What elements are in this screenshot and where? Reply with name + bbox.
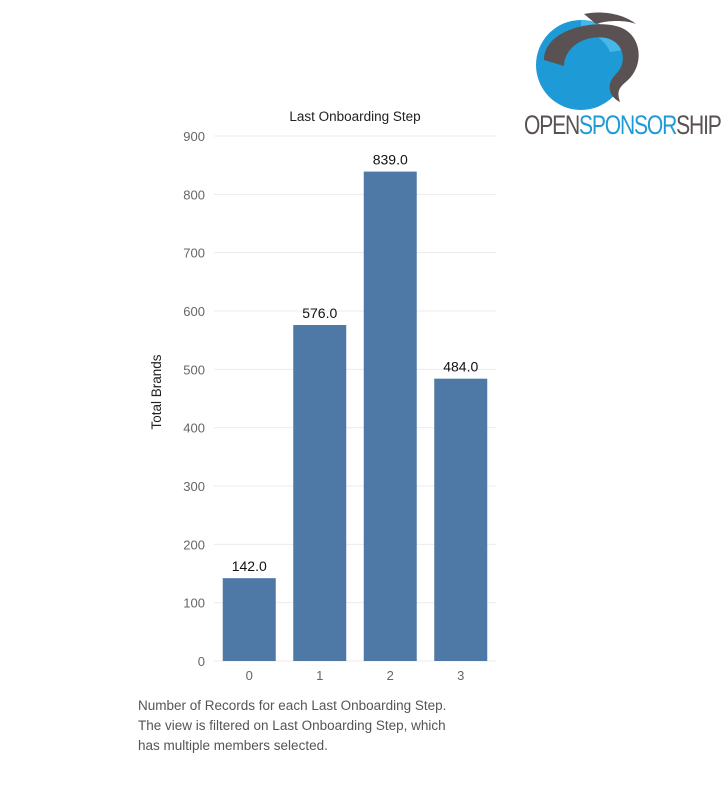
x-tick-label: 1	[316, 668, 323, 683]
y-tick-label: 900	[183, 129, 205, 144]
x-tick-label: 3	[457, 668, 464, 683]
y-tick-label: 400	[183, 421, 205, 436]
x-tick-label: 0	[246, 668, 253, 683]
chart-title: Last Onboarding Step	[289, 109, 420, 124]
y-tick-label: 500	[183, 362, 205, 377]
logo-text-ship: SHIP	[676, 110, 722, 140]
caption-line: The view is filtered on Last Onboarding …	[138, 718, 446, 733]
bar	[293, 325, 347, 661]
caption-line: has multiple members selected.	[138, 738, 328, 753]
data-label: 839.0	[373, 152, 408, 168]
bar	[222, 578, 276, 661]
chart-caption: Number of Records for each Last Onboardi…	[138, 696, 558, 756]
data-label: 484.0	[443, 359, 478, 375]
y-tick-label: 600	[183, 304, 205, 319]
logo-wordmark: OPENSPONSORSHIP	[524, 110, 722, 141]
logo-text-open: OPEN	[524, 110, 580, 140]
data-label: 142.0	[232, 558, 267, 574]
y-axis-label: Total Brands	[149, 354, 164, 429]
y-tick-label: 100	[183, 596, 205, 611]
y-tick-label: 300	[183, 479, 205, 494]
y-tick-label: 200	[183, 537, 205, 552]
caption-line: Number of Records for each Last Onboardi…	[138, 698, 447, 713]
opensponsorship-logo-icon	[536, 12, 639, 110]
logo-text-sponsor: SPONSOR	[579, 110, 677, 140]
bar	[363, 171, 417, 662]
bar	[434, 378, 488, 661]
y-tick-label: 700	[183, 246, 205, 261]
x-tick-label: 2	[387, 668, 394, 683]
y-tick-label: 800	[183, 187, 205, 202]
data-label: 576.0	[302, 305, 337, 321]
y-tick-label: 0	[198, 654, 205, 669]
